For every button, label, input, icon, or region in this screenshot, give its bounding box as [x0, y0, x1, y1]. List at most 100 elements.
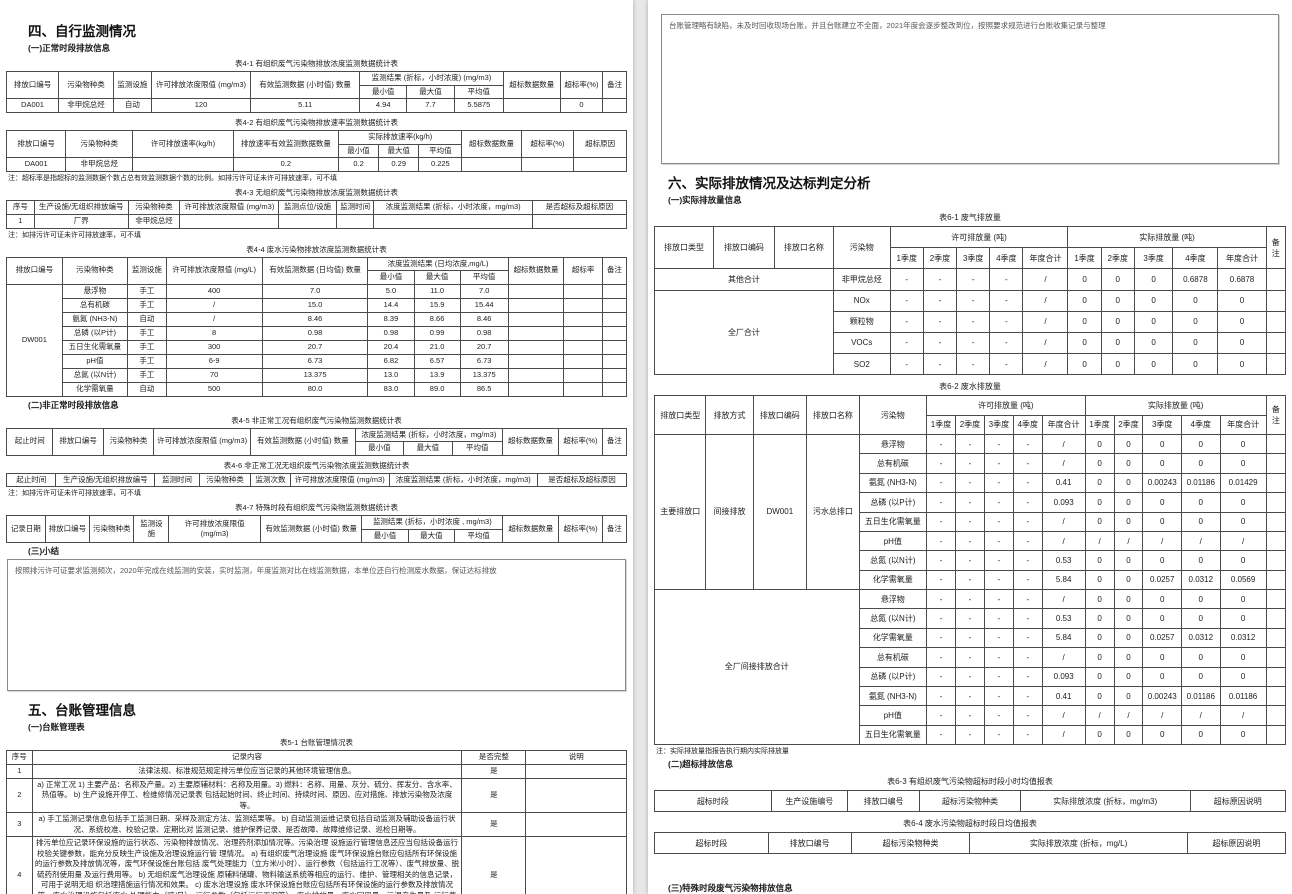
section-6-sub1: (一)实际排放量信息: [668, 195, 742, 205]
data-cell: 自动: [127, 381, 167, 397]
data-cell: -: [954, 608, 985, 629]
data-cell: 0: [1113, 627, 1144, 649]
data-cell: 0: [1084, 627, 1115, 649]
spacer: [654, 854, 1286, 880]
data-cell: -: [926, 550, 956, 571]
header-cell: 有效监测数据 (小时值) 数量: [259, 515, 363, 543]
data-cell: 0.6878: [1172, 268, 1219, 291]
data-cell: 500: [165, 381, 263, 397]
header-cell: 监测结果 (折标，小时浓度 , mg/m3): [361, 515, 504, 530]
header-cell: 实际排放量 (吨): [1067, 225, 1267, 249]
data-cell: -: [926, 511, 956, 532]
data-cell: 0: [1113, 511, 1144, 532]
data-cell: 400: [165, 283, 263, 299]
data-cell: /: [1022, 310, 1069, 333]
data-cell: [563, 367, 603, 383]
data-cell: 0.0312: [1181, 569, 1221, 591]
table-4-5-title: 表4-5 非正常工况有组织废气污染物监测数据统计表: [231, 415, 402, 425]
section-4-sub3: (三)小结: [28, 546, 60, 556]
data-cell: 0: [1181, 608, 1221, 629]
data-cell: 总磷 (以P计): [858, 666, 928, 687]
table-4-3-title: 表4-3 无组织废气污染物排放浓度监测数据统计表: [235, 188, 398, 197]
data-cell: 悬浮物: [61, 283, 129, 299]
header-cell: 实际排放浓度 (折标，mg/m3): [1019, 790, 1191, 813]
data-cell: [278, 213, 337, 229]
table-row: 主要排放口 间接排放 DW001 污水总排口 悬浮物 - - - -/0 0 0 0 0: [653, 434, 1287, 591]
data-cell: -: [954, 685, 985, 707]
data-cell: 4: [6, 836, 33, 894]
data-cell: -: [1012, 666, 1043, 687]
table-row: 最小值 最大值 平均值: [7, 84, 627, 99]
data-cell: [1265, 310, 1287, 333]
header-cell: 许可排放浓度限值 (mg/m3): [150, 71, 252, 99]
data-cell: 0: [1133, 268, 1174, 291]
data-cell: [507, 311, 565, 327]
data-cell: 0: [1219, 724, 1267, 746]
data-cell: 0: [1219, 647, 1267, 668]
data-cell: 0.2: [232, 157, 339, 172]
header-cell: 许可排放浓度限值 (mg/m3): [179, 200, 280, 215]
data-cell: -: [889, 310, 924, 333]
data-cell: 80.0: [261, 381, 369, 397]
table-5-1-title: 表5-1 台账管理情况表: [280, 738, 353, 747]
data-cell: 0: [1181, 647, 1221, 668]
report-page-right: 台账管理略有缺陷，未及时回收现场台账，并且台账建立不全面，2021年度会逐步整改…: [648, 0, 1292, 894]
header-cell: 超标原因: [573, 130, 627, 158]
header-cell: 污染物种类: [58, 71, 114, 99]
data-cell: 0: [1113, 724, 1144, 746]
data-cell: /: [165, 297, 263, 313]
data-cell: -: [989, 268, 1024, 291]
data-cell: 0: [1142, 647, 1182, 668]
header-cell: 有效监测数据 (小时值) 数量: [250, 427, 356, 456]
header-cell: 超标污染物种类: [919, 790, 1021, 813]
data-cell: /: [1142, 705, 1182, 726]
data-cell: 300: [165, 339, 263, 355]
data-cell: 颗粒物: [832, 310, 891, 333]
data-cell: -: [926, 472, 956, 494]
data-cell: 0: [1084, 550, 1115, 571]
data-cell: -: [983, 608, 1014, 629]
data-cell: 20.7: [261, 339, 369, 355]
header-cell: 4季度: [1172, 247, 1219, 270]
data-cell: 0: [1217, 331, 1267, 355]
table-4-5: 起止时间 排放口编号 污染物种类 许可排放浓度限值 (mg/m3) 有效监测数据 (小时…: [5, 427, 628, 456]
data-cell: -: [983, 530, 1014, 552]
table-row: 排放口类型 排放方式 排放口编码 排放口名称 污染物 许可排放量 (吨) 实际排放量 (吨)…: [653, 395, 1287, 436]
header-cell: 监测结果 (折标，小时浓度) (mg/m3): [359, 71, 504, 86]
data-cell: -: [983, 550, 1014, 571]
data-cell: 0.0312: [1219, 627, 1267, 649]
table-row: 总有机碳 - - - -/0 0 0 0 0: [655, 647, 1287, 668]
header-cell: 超标数据数量: [461, 130, 522, 158]
header-cell: 3季度: [956, 247, 991, 270]
table-6-2-title: 表6-2 废水排放量: [939, 382, 1001, 392]
table-4-2: 排放口编号 污染物种类 许可排放速率(kg/h) 排放速率有效监测数据数量 实际排放速率…: [5, 130, 627, 172]
header-cell: 排放口编号: [767, 832, 852, 855]
data-cell: 0: [1113, 666, 1144, 687]
data-cell: 0: [559, 98, 604, 113]
data-cell: [525, 763, 627, 779]
data-cell: 0: [1172, 289, 1219, 312]
data-cell: -: [983, 666, 1014, 687]
data-cell: [601, 325, 628, 341]
data-cell: [373, 213, 533, 229]
data-cell: -: [1012, 530, 1043, 552]
data-cell: 15.0: [261, 297, 369, 313]
table-row: 4 排污单位应记录环保设施的运行状态、污染物排放情况、治理药剂添加情况等。污染治理…: [6, 836, 627, 894]
header-cell: 浓度监测结果 (折标，小时浓度，mg/m3): [354, 427, 503, 442]
data-cell: 总氮 (以N计): [61, 367, 129, 383]
data-cell: 0: [1219, 608, 1267, 629]
header-cell: 备注: [601, 256, 628, 285]
header-cell: 排放口编号: [5, 130, 67, 158]
data-cell: -: [954, 434, 985, 455]
data-cell: -: [983, 589, 1014, 610]
data-cell: 0.98: [367, 325, 415, 341]
data-cell: -: [1012, 434, 1043, 455]
data-cell: -: [926, 608, 956, 629]
section-4-heading: 四、自行监测情况: [28, 24, 136, 39]
header-cell: 监测时间: [335, 200, 375, 215]
table-row: 序号 生产设施/无组织排放编号 污染物种类 许可排放浓度限值 (mg/m3) 监测点位/…: [6, 200, 628, 215]
header-cell: 4季度: [1012, 414, 1043, 436]
header-cell: 超标率(%): [558, 427, 603, 456]
data-cell: [1265, 666, 1287, 687]
data-cell: /: [1219, 530, 1267, 552]
